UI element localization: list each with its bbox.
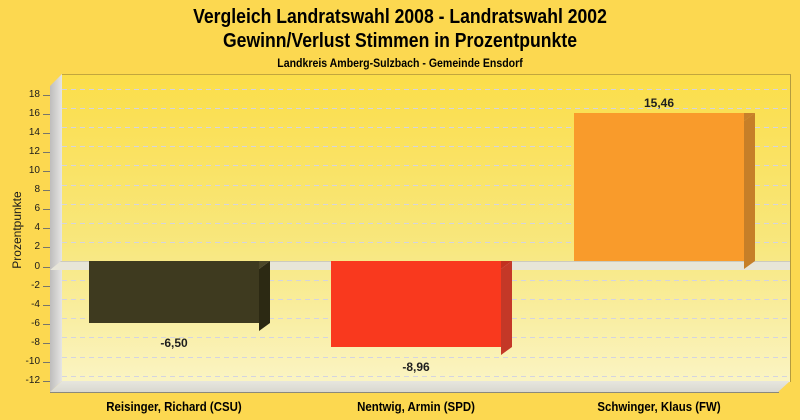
bar-value-label: -6,50 bbox=[160, 336, 188, 350]
y-tick-mark bbox=[43, 228, 50, 229]
chart-title-line1: Vergleich Landratswahl 2008 - Landratswa… bbox=[193, 6, 607, 28]
gridline bbox=[62, 146, 790, 147]
gridline bbox=[62, 89, 790, 90]
y-tick-label: 4 bbox=[34, 222, 40, 233]
y-tick-label: -8 bbox=[31, 337, 40, 348]
y-tick-mark bbox=[43, 381, 50, 382]
y-tick-mark bbox=[43, 114, 50, 115]
gridline bbox=[62, 165, 790, 166]
y-tick-label: 10 bbox=[28, 165, 40, 176]
bar-front-face bbox=[574, 113, 744, 261]
gridline bbox=[62, 242, 790, 243]
y-tick-label: -4 bbox=[31, 299, 40, 310]
y-tick-label: -2 bbox=[31, 280, 40, 291]
y-tick-label: 6 bbox=[34, 203, 40, 214]
y-tick-label: -6 bbox=[31, 318, 40, 329]
y-tick-mark bbox=[43, 362, 50, 363]
y-tick-label: 2 bbox=[34, 241, 40, 252]
bar-value-label: 15,46 bbox=[643, 96, 675, 110]
y-tick-mark bbox=[43, 343, 50, 344]
gridline bbox=[62, 127, 790, 128]
y-tick-mark bbox=[43, 247, 50, 248]
category-label: Reisinger, Richard (CSU) bbox=[106, 399, 242, 414]
y-tick-label: -12 bbox=[25, 375, 40, 386]
gridline bbox=[62, 376, 790, 377]
gridline bbox=[62, 204, 790, 205]
category-label: Nentwig, Armin (SPD) bbox=[357, 399, 475, 414]
bar-front-face bbox=[89, 261, 259, 323]
y-tick-label: 16 bbox=[28, 108, 40, 119]
y-tick-mark bbox=[43, 267, 50, 268]
bar-side-face bbox=[744, 113, 755, 269]
bar-front-face bbox=[331, 261, 501, 347]
y-tick-mark bbox=[43, 286, 50, 287]
y-tick-label: -10 bbox=[25, 356, 40, 367]
bar-3 bbox=[574, 113, 755, 269]
y-tick-label: 12 bbox=[28, 146, 40, 157]
y-tick-mark bbox=[43, 305, 50, 306]
y-tick-mark bbox=[43, 152, 50, 153]
y-tick-label: 0 bbox=[34, 261, 40, 272]
gridline bbox=[62, 185, 790, 186]
gridline bbox=[62, 108, 790, 109]
y-tick-label: 18 bbox=[28, 89, 40, 100]
chart-caption: Landkreis Amberg-Sulzbach - Gemeinde Ens… bbox=[277, 56, 523, 70]
y-tick-mark bbox=[43, 95, 50, 96]
floor-edge bbox=[50, 392, 779, 393]
gridline bbox=[62, 223, 790, 224]
axis-wall-3d bbox=[50, 74, 62, 392]
gridline bbox=[62, 357, 790, 358]
y-tick-mark bbox=[43, 171, 50, 172]
bar-side-face bbox=[259, 261, 270, 331]
bar-value-label: -8,96 bbox=[402, 360, 430, 374]
floor-3d bbox=[50, 381, 790, 392]
bar-2 bbox=[331, 261, 512, 355]
y-tick-mark bbox=[43, 324, 50, 325]
y-tick-mark bbox=[43, 190, 50, 191]
bar-side-face bbox=[501, 261, 512, 355]
bar-1 bbox=[89, 261, 270, 331]
y-tick-label: 8 bbox=[34, 184, 40, 195]
category-label: Schwinger, Klaus (FW) bbox=[597, 399, 721, 414]
y-tick-mark bbox=[43, 209, 50, 210]
y-tick-mark bbox=[43, 133, 50, 134]
y-tick-label: 14 bbox=[28, 127, 40, 138]
chart-title-line2: Gewinn/Verlust Stimmen in Prozentpunkte bbox=[222, 30, 578, 52]
